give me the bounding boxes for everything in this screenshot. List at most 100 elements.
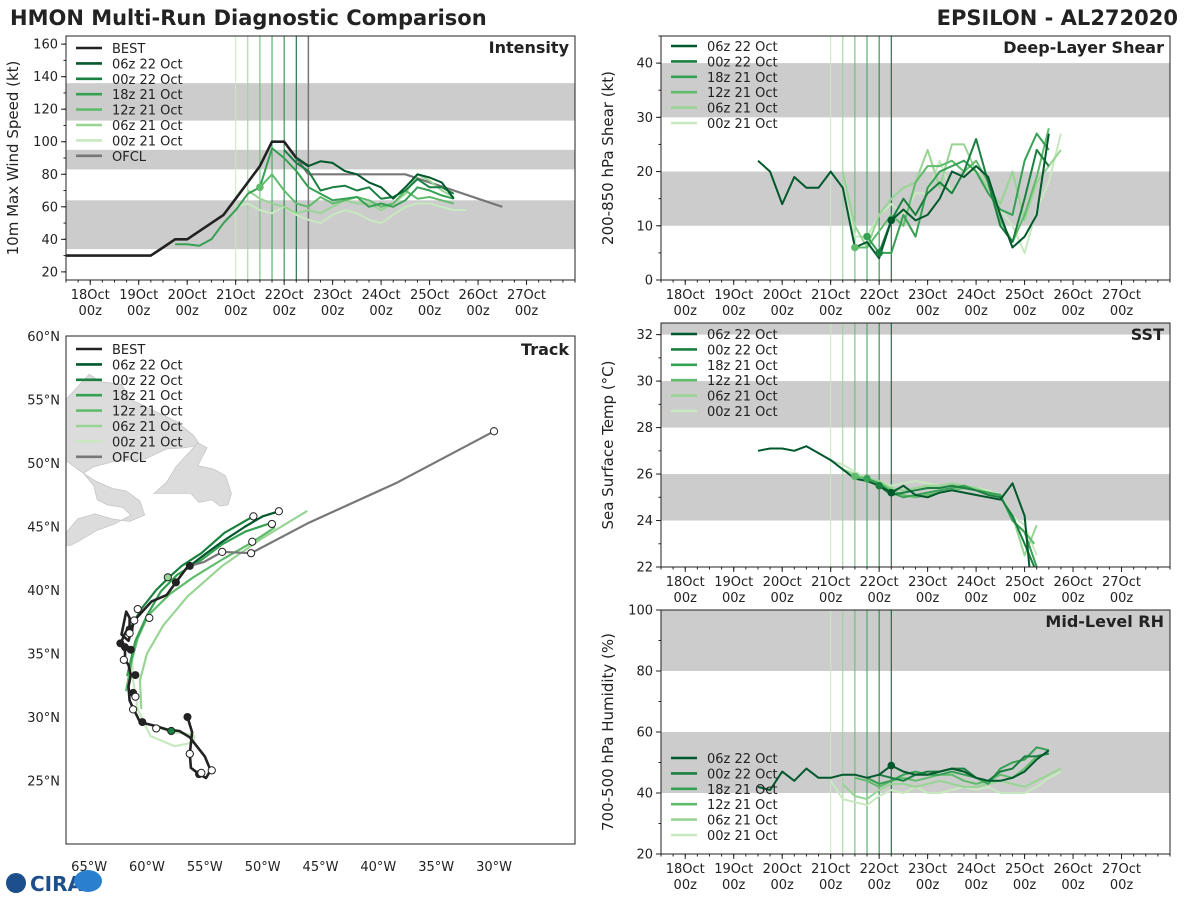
- logo-globe-icon: [6, 873, 26, 893]
- track-position-marker: [145, 613, 154, 623]
- run-init-marker: [863, 232, 871, 241]
- longitude-label: 65°W: [71, 860, 107, 875]
- shaded-band: [661, 610, 1170, 671]
- run-series-3: [854, 127, 1050, 249]
- x-tick-hour: 00z: [916, 304, 940, 319]
- longitude-label: 50°W: [245, 860, 281, 875]
- best-track-marker: [183, 713, 192, 721]
- x-tick-hour: 00z: [964, 304, 988, 319]
- latitude-label: 40°N: [27, 584, 60, 599]
- panel-title: Intensity: [489, 38, 570, 57]
- map-frame: [65, 335, 576, 845]
- x-tick-hour: 00z: [674, 878, 698, 893]
- legend-label: 00z 22 Oct: [707, 343, 778, 358]
- x-tick-date: 24Oct: [957, 575, 996, 590]
- y-axis-label: 10m Max Wind Speed (kt): [4, 61, 22, 256]
- run-series-4: [841, 143, 1062, 249]
- ofcl-forecast-series: [295, 157, 503, 208]
- x-tick-hour: 00z: [771, 878, 795, 893]
- x-tick-hour: 00z: [1013, 591, 1037, 606]
- run-series-1: [283, 149, 455, 200]
- legend-label: 06z 21 Oct: [707, 814, 778, 829]
- x-tick-date: 23Oct: [908, 575, 947, 590]
- legend-label: 00z 21 Oct: [707, 829, 778, 844]
- x-tick-date: 21Oct: [811, 288, 850, 303]
- x-tick-hour: 00z: [964, 591, 988, 606]
- legend-label: 18z 21 Oct: [112, 389, 183, 404]
- x-tick-date: 19Oct: [119, 288, 158, 303]
- run-series-5: [829, 133, 1062, 254]
- track-position-marker: [125, 629, 134, 638]
- track-position-marker: [207, 766, 216, 775]
- y-tick-label: 10: [636, 219, 653, 234]
- greenland-coast-landmass: [346, 313, 360, 332]
- x-tick-date: 24Oct: [957, 288, 996, 303]
- legend-label: 00z 21 Oct: [112, 435, 183, 450]
- legend-label: 00z 21 Oct: [112, 134, 183, 149]
- legend-label: 00z 22 Oct: [707, 767, 778, 782]
- y-tick-label: 100: [628, 604, 653, 619]
- legend-label: 06z 22 Oct: [112, 57, 183, 72]
- y-tick-label: 160: [33, 38, 58, 53]
- x-tick-hour: 00z: [674, 591, 698, 606]
- x-tick-date: 19Oct: [714, 862, 753, 877]
- track-position-marker: [267, 519, 277, 529]
- track-position-marker: [163, 573, 172, 582]
- x-tick-date: 26Oct: [1054, 575, 1093, 590]
- run-track-3: [125, 526, 276, 692]
- legend-label: 12z 21 Oct: [707, 86, 778, 101]
- y-tick-label: 40: [636, 57, 653, 72]
- run-series-4: [842, 767, 1062, 801]
- plot-area: [661, 323, 1170, 567]
- legend-label: BEST: [112, 343, 145, 358]
- legend-label: 06z 22 Oct: [707, 40, 778, 55]
- x-tick-date: 26Oct: [1054, 862, 1093, 877]
- x-tick-hour: 00z: [771, 304, 795, 319]
- x-tick-hour: 00z: [722, 304, 746, 319]
- shaded-band: [661, 732, 1170, 793]
- legend-label: 00z 22 Oct: [707, 55, 778, 70]
- track-position-marker: [119, 655, 128, 664]
- legend-label: 06z 22 Oct: [707, 328, 778, 343]
- run-series-5: [829, 770, 1062, 807]
- track-position-marker: [131, 692, 140, 701]
- x-tick-hour: 00z: [418, 304, 442, 319]
- x-tick-hour: 00z: [1061, 591, 1085, 606]
- x-tick-date: 19Oct: [714, 288, 753, 303]
- run-series-2: [866, 746, 1050, 785]
- x-tick-date: 23Oct: [908, 288, 947, 303]
- y-tick-label: 30: [636, 111, 653, 126]
- x-tick-hour: 00z: [1013, 304, 1037, 319]
- run-track-1: [128, 516, 253, 631]
- run-init-marker: [887, 761, 896, 770]
- run-init-marker: [256, 183, 264, 192]
- best-track-marker: [116, 639, 125, 648]
- latitude-label: 45°N: [27, 521, 60, 536]
- cira-logo: CIRA: [6, 870, 102, 896]
- x-tick-date: 27Oct: [1102, 862, 1141, 877]
- x-tick-date: 24Oct: [957, 862, 996, 877]
- y-tick-label: 40: [636, 787, 653, 802]
- x-tick-date: 25Oct: [1005, 862, 1044, 877]
- x-tick-date: 18Oct: [666, 288, 705, 303]
- legend-label: 06z 21 Oct: [707, 390, 778, 405]
- x-tick-date: 27Oct: [507, 288, 546, 303]
- run-series-1: [878, 752, 1050, 782]
- x-tick-hour: 00z: [964, 878, 988, 893]
- legend-label: 12z 21 Oct: [707, 374, 778, 389]
- shaded-band: [661, 63, 1170, 118]
- longitude-label: 30°W: [476, 860, 512, 875]
- track-position-marker: [128, 705, 138, 714]
- canada-coast-landmass: [66, 373, 201, 546]
- legend-label: 18z 21 Oct: [707, 71, 778, 86]
- shaded-band: [661, 323, 1170, 335]
- panel-title: Deep-Layer Shear: [1003, 38, 1164, 57]
- shaded-band: [66, 200, 575, 250]
- y-axis-label: 200-850 hPa Shear (kt): [599, 71, 617, 245]
- run-series-0: [757, 133, 1050, 260]
- x-tick-date: 27Oct: [1102, 288, 1141, 303]
- x-tick-hour: 00z: [867, 304, 891, 319]
- ofcl-track: [188, 430, 496, 568]
